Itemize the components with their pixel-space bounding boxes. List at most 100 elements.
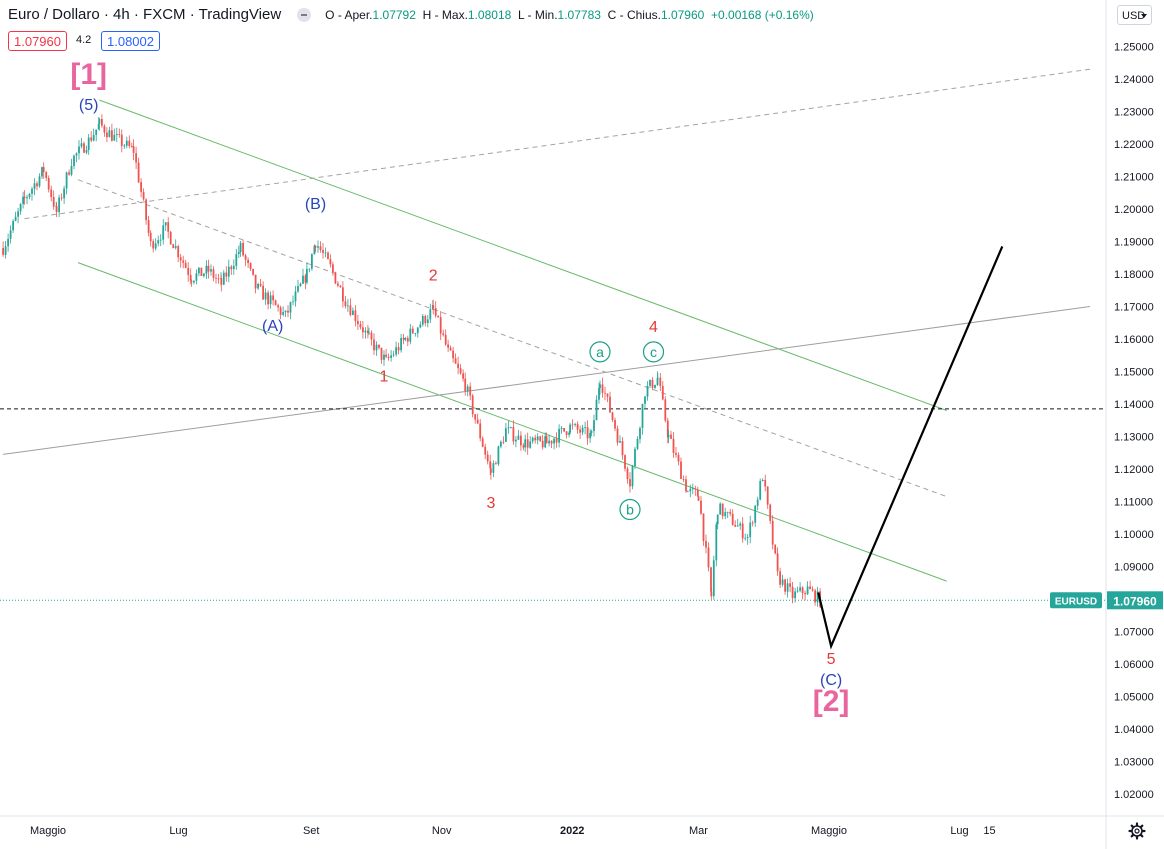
candle	[685, 475, 687, 493]
candle-body	[182, 260, 185, 263]
candle-body	[541, 440, 544, 448]
candle	[734, 520, 737, 528]
candle	[667, 429, 670, 444]
candle-body	[524, 439, 527, 448]
candle	[756, 496, 759, 511]
candle	[476, 413, 479, 424]
candle-body	[434, 308, 437, 316]
candle-body	[58, 197, 60, 213]
candle-body	[406, 338, 409, 342]
candle-body	[574, 424, 576, 425]
candle-body	[464, 378, 467, 391]
candle	[601, 377, 604, 398]
candle	[474, 413, 477, 424]
candle-body	[4, 246, 7, 255]
candle-body	[284, 310, 287, 313]
candle	[149, 230, 152, 247]
candle	[574, 422, 576, 427]
x-tick-label: Lug	[950, 825, 968, 837]
candle-body	[162, 225, 165, 240]
candle	[719, 502, 722, 515]
candle-body	[502, 441, 505, 443]
low-value: 1.07783	[557, 7, 601, 22]
candle-body	[12, 220, 14, 231]
candle	[311, 253, 313, 271]
currency-select[interactable]: USD	[1117, 5, 1152, 25]
candle-body	[457, 363, 459, 369]
sell-button[interactable]: 1.07960	[8, 31, 67, 51]
candle	[130, 142, 133, 148]
candle	[771, 515, 774, 550]
candle-body	[712, 560, 715, 597]
candle	[784, 578, 786, 595]
candle-body	[322, 250, 324, 253]
candle-body	[558, 429, 560, 443]
candle	[619, 435, 621, 443]
candle-body	[167, 222, 170, 232]
candle-body	[164, 222, 167, 226]
candle-body	[287, 310, 289, 313]
candle-body	[534, 437, 537, 441]
candle-body	[529, 441, 532, 448]
candle-body	[492, 463, 495, 473]
candle-body	[217, 278, 220, 280]
candle-body	[140, 182, 142, 192]
candle	[332, 261, 334, 276]
candle	[459, 364, 462, 375]
candle-body	[2, 248, 4, 255]
candle	[581, 424, 584, 436]
candle-body	[352, 310, 354, 315]
candle	[289, 301, 292, 320]
candle-body	[299, 283, 302, 286]
candle-body	[70, 166, 73, 175]
candle-body	[87, 137, 90, 150]
candle-body	[364, 330, 367, 333]
candle-body	[404, 338, 407, 340]
candle-body	[375, 344, 378, 351]
candle-body	[198, 267, 200, 274]
collapse-legend-icon[interactable]	[297, 7, 312, 22]
candle	[252, 268, 254, 276]
candle	[402, 333, 405, 345]
candle-body	[142, 191, 145, 200]
gear-icon[interactable]	[1128, 822, 1146, 840]
buy-button[interactable]: 1.08002	[101, 31, 160, 51]
candle-body	[95, 129, 98, 135]
candle-body	[342, 287, 344, 302]
x-tick-label: Maggio	[30, 825, 66, 837]
candle-body	[675, 453, 677, 455]
candle-body	[85, 150, 88, 153]
candle-body	[174, 246, 177, 249]
candle-body	[680, 461, 682, 479]
candle-body	[449, 347, 452, 351]
candle-body	[555, 438, 558, 443]
candle	[447, 339, 449, 352]
candle-body	[437, 315, 440, 318]
candle	[167, 217, 170, 239]
spread-value: 4.2	[76, 34, 92, 46]
x-tick-label: Mar	[689, 825, 708, 837]
candle	[249, 262, 252, 272]
candle	[500, 440, 502, 449]
y-tick-label: 1.03000	[1114, 757, 1154, 769]
candle-body	[9, 230, 12, 239]
candle	[279, 305, 282, 320]
candle	[314, 245, 317, 253]
candle	[254, 274, 257, 294]
candle-body	[313, 245, 316, 255]
candle-body	[656, 377, 659, 379]
candle-body	[19, 203, 22, 212]
candle-body	[235, 254, 238, 266]
symbol-title[interactable]: Euro / Dollaro · 4h · FXCM · TradingView	[8, 6, 282, 23]
candle-body	[123, 145, 126, 147]
candle	[670, 430, 672, 439]
y-tick-label: 1.23000	[1114, 107, 1154, 119]
candle	[31, 186, 33, 201]
candle	[811, 586, 814, 592]
candle-body	[157, 240, 160, 244]
candle-body	[115, 134, 118, 135]
candle-body	[210, 269, 212, 272]
candle-body	[65, 172, 68, 189]
candle-body	[47, 178, 50, 190]
